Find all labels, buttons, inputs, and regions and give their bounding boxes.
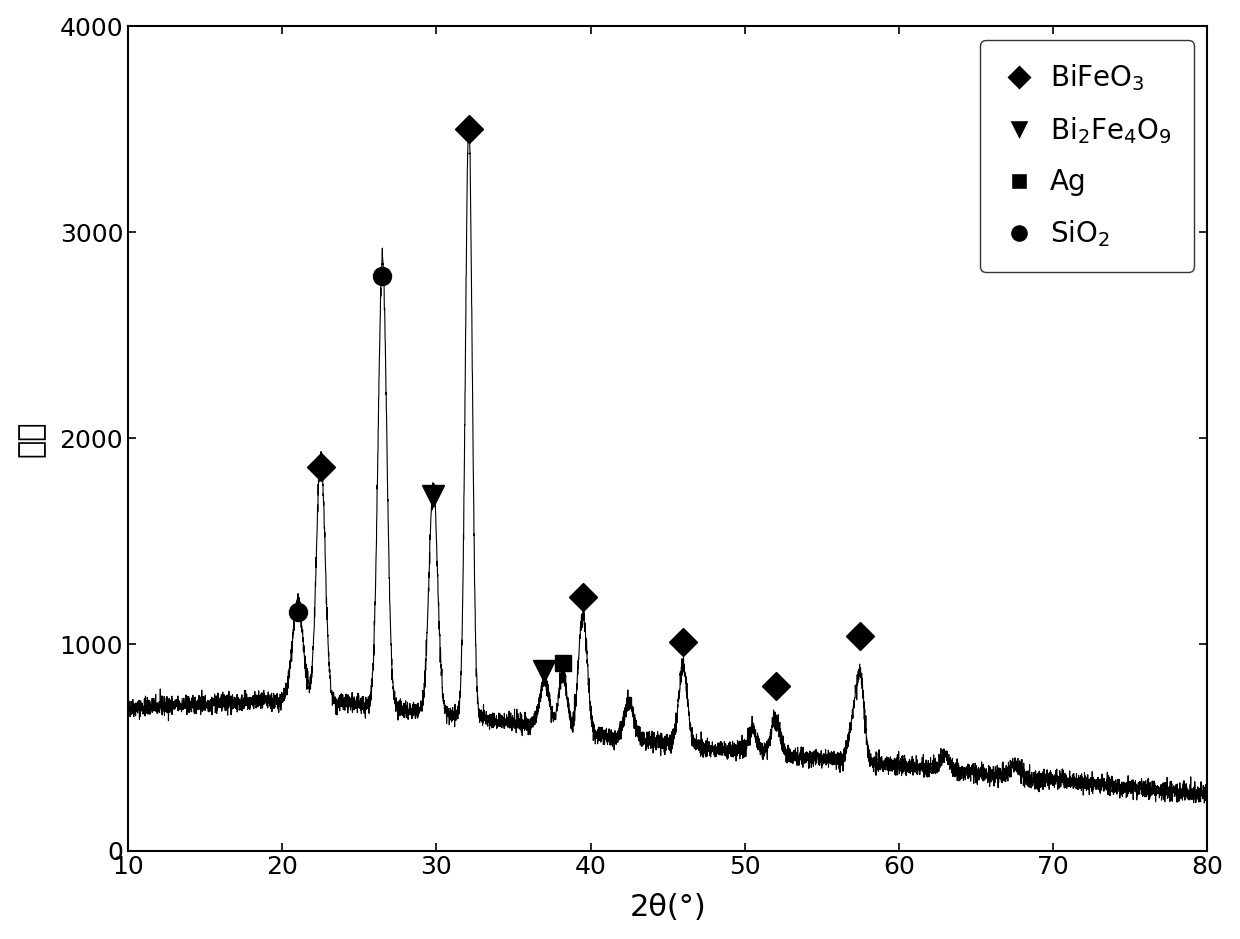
X-axis label: 2θ(°): 2θ(°) bbox=[630, 893, 706, 922]
Y-axis label: 强度: 强度 bbox=[16, 420, 46, 456]
Legend: BiFeO$_3$, Bi$_2$Fe$_4$O$_9$, Ag, SiO$_2$: BiFeO$_3$, Bi$_2$Fe$_4$O$_9$, Ag, SiO$_2… bbox=[980, 40, 1194, 271]
